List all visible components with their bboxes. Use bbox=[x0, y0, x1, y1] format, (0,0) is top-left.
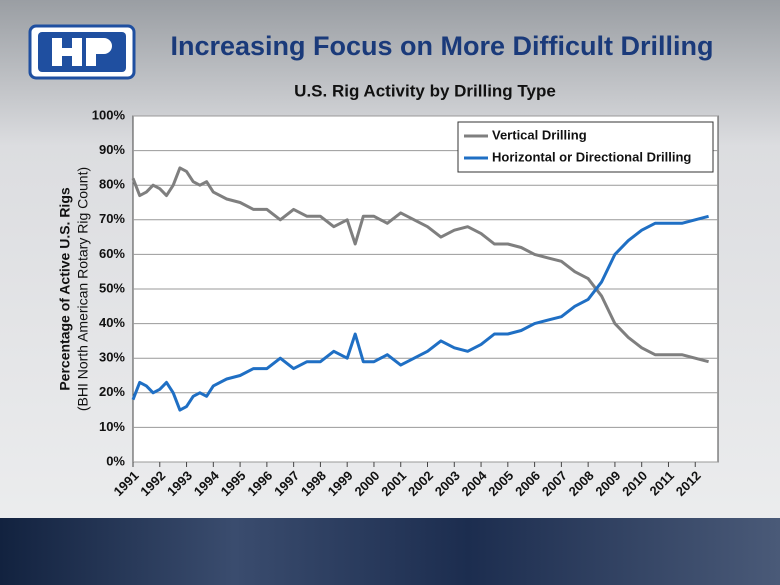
y-tick-label: 30% bbox=[99, 350, 125, 365]
y-tick-label: 10% bbox=[99, 419, 125, 434]
y-tick-label: 40% bbox=[99, 315, 125, 330]
slide-title: Increasing Focus on More Difficult Drill… bbox=[170, 31, 713, 61]
legend-label: Vertical Drilling bbox=[492, 127, 587, 142]
y-tick-label: 70% bbox=[99, 211, 125, 226]
y-tick-label: 0% bbox=[106, 453, 125, 468]
legend-box bbox=[457, 121, 714, 173]
series-line bbox=[131, 214, 709, 412]
legend-label: Horizontal or Directional Drilling bbox=[492, 149, 691, 164]
chart-title: U.S. Rig Activity by Drilling Type bbox=[294, 81, 556, 100]
y-tick-label: 50% bbox=[99, 280, 125, 295]
y-axis-label: Percentage of Active U.S. Rigs bbox=[57, 187, 73, 391]
y-tick-label: 100% bbox=[92, 107, 126, 122]
y-tick-label: 90% bbox=[99, 142, 125, 157]
photo-strip bbox=[0, 518, 780, 585]
y-axis-label: (BHI North American Rotary Rig Count) bbox=[75, 167, 91, 411]
y-tick-label: 20% bbox=[99, 384, 125, 399]
y-tick-label: 60% bbox=[99, 246, 125, 261]
logo bbox=[28, 24, 136, 80]
y-tick-label: 80% bbox=[99, 177, 125, 192]
